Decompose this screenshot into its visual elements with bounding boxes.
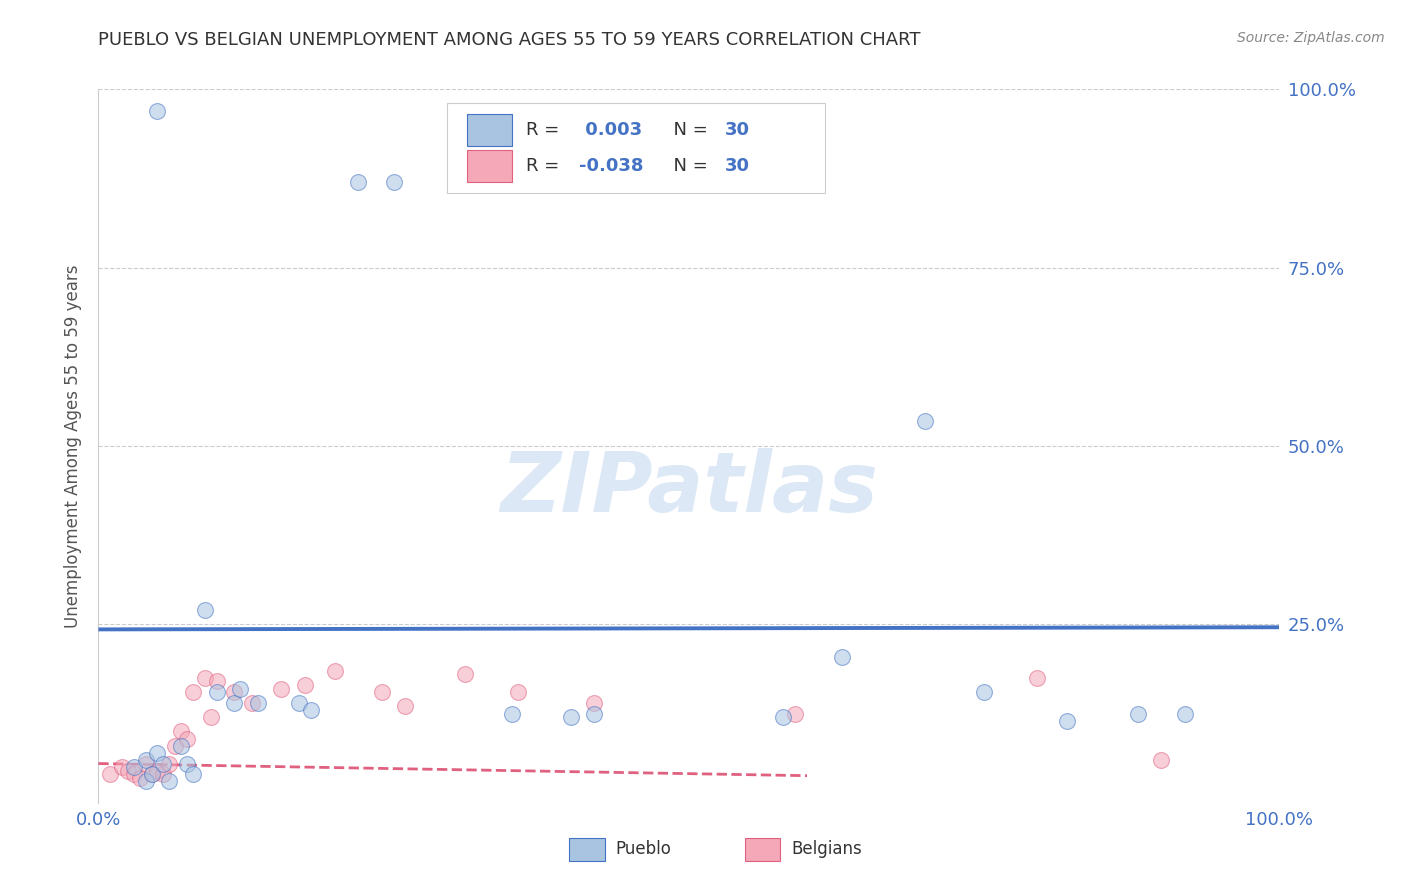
Point	[170, 724, 193, 739]
Text: Pueblo: Pueblo	[616, 840, 672, 858]
Point	[323, 664, 346, 678]
Text: 30: 30	[724, 121, 749, 139]
FancyBboxPatch shape	[447, 103, 825, 193]
Point	[141, 767, 163, 781]
Point	[146, 103, 169, 118]
Point	[157, 774, 180, 789]
Point	[583, 696, 606, 710]
Point	[914, 414, 936, 428]
Point	[229, 681, 252, 696]
Point	[181, 767, 204, 781]
Point	[135, 774, 157, 789]
Text: N =: N =	[662, 157, 713, 175]
Point	[135, 756, 157, 771]
Point	[1174, 706, 1197, 721]
Point	[506, 685, 529, 699]
Point	[176, 756, 198, 771]
Point	[560, 710, 582, 724]
Point	[1126, 706, 1149, 721]
Point	[831, 649, 853, 664]
Point	[122, 760, 145, 774]
Point	[501, 706, 523, 721]
Point	[205, 685, 228, 699]
Text: -0.038: -0.038	[579, 157, 644, 175]
Point	[299, 703, 322, 717]
Point	[347, 175, 370, 189]
Point	[394, 699, 416, 714]
Text: PUEBLO VS BELGIAN UNEMPLOYMENT AMONG AGES 55 TO 59 YEARS CORRELATION CHART: PUEBLO VS BELGIAN UNEMPLOYMENT AMONG AGE…	[98, 31, 921, 49]
Point	[176, 731, 198, 746]
Point	[200, 710, 222, 724]
FancyBboxPatch shape	[467, 150, 512, 182]
Point	[146, 746, 169, 760]
Point	[288, 696, 311, 710]
Text: Belgians: Belgians	[792, 840, 862, 858]
Text: 30: 30	[724, 157, 749, 175]
Point	[181, 685, 204, 699]
Y-axis label: Unemployment Among Ages 55 to 59 years: Unemployment Among Ages 55 to 59 years	[65, 264, 83, 628]
Point	[583, 706, 606, 721]
Point	[122, 767, 145, 781]
Text: 0.003: 0.003	[579, 121, 643, 139]
Point	[157, 756, 180, 771]
Point	[1026, 671, 1049, 685]
Point	[270, 681, 292, 696]
Point	[246, 696, 269, 710]
Point	[224, 685, 246, 699]
Point	[135, 753, 157, 767]
Point	[772, 710, 794, 724]
Point	[165, 739, 187, 753]
Point	[453, 667, 475, 681]
Point	[152, 756, 174, 771]
Point	[141, 767, 163, 781]
Text: R =: R =	[526, 121, 565, 139]
Point	[194, 603, 217, 617]
FancyBboxPatch shape	[467, 114, 512, 146]
Point	[152, 767, 174, 781]
Point	[1056, 714, 1078, 728]
Point	[128, 771, 150, 785]
Point	[194, 671, 217, 685]
Point	[117, 764, 139, 778]
Point	[785, 706, 807, 721]
Point	[146, 764, 169, 778]
Point	[98, 767, 121, 781]
Point	[224, 696, 246, 710]
Point	[205, 674, 228, 689]
Point	[170, 739, 193, 753]
Text: ZIPatlas: ZIPatlas	[501, 449, 877, 529]
Point	[111, 760, 134, 774]
Text: Source: ZipAtlas.com: Source: ZipAtlas.com	[1237, 31, 1385, 45]
Point	[1150, 753, 1173, 767]
Point	[240, 696, 263, 710]
Text: R =: R =	[526, 157, 565, 175]
Text: N =: N =	[662, 121, 713, 139]
Point	[382, 175, 405, 189]
Point	[294, 678, 316, 692]
Point	[371, 685, 394, 699]
Point	[973, 685, 995, 699]
